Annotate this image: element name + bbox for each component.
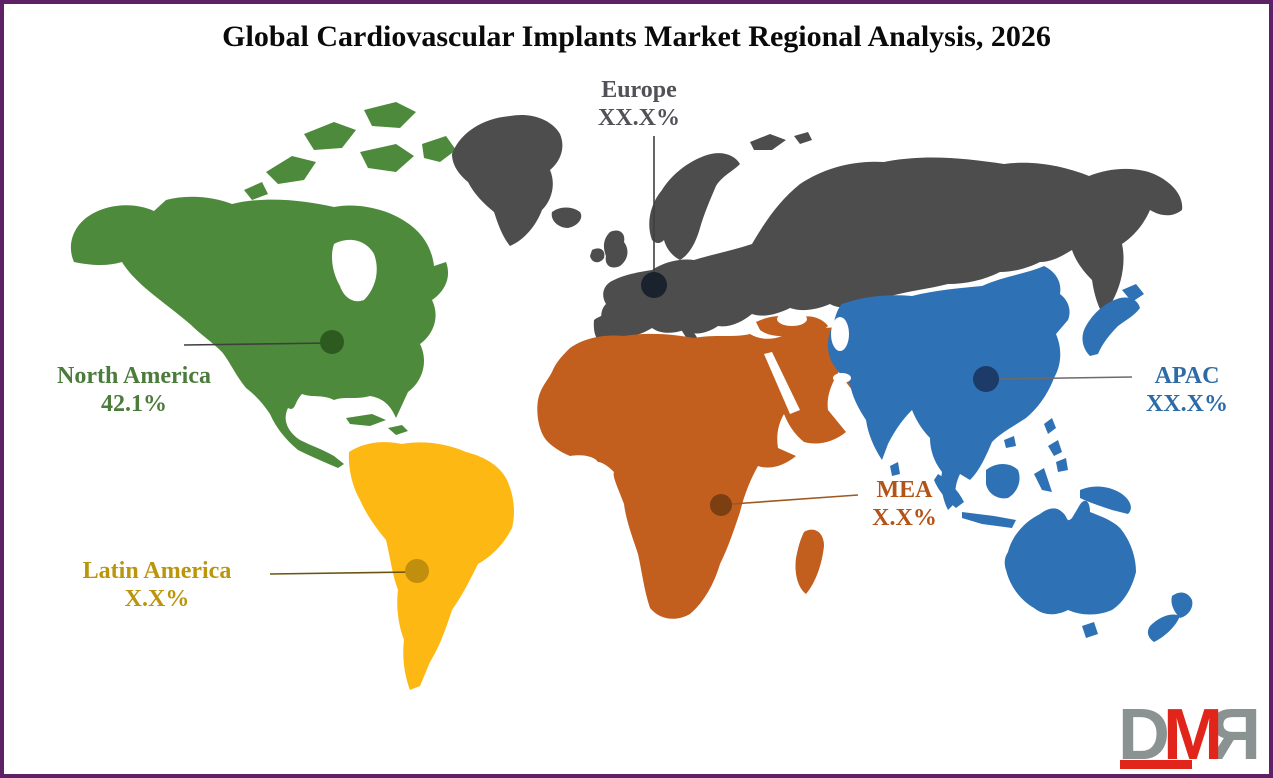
label-north-america-name: North America xyxy=(57,363,211,389)
label-apac: APAC XX.X% xyxy=(1112,362,1262,418)
dmr-logo-letter-d: D xyxy=(1118,695,1170,775)
leader-lines xyxy=(183,136,1133,575)
label-mea-value: X.X% xyxy=(872,505,937,531)
label-mea-name: MEA xyxy=(876,477,933,503)
dmr-logo-letter-m: M xyxy=(1163,695,1223,775)
label-europe-name: Europe xyxy=(601,77,677,103)
region-mea xyxy=(537,315,872,619)
world-map xyxy=(70,102,1193,690)
dmr-logo: DMR xyxy=(1118,695,1261,775)
region-apac xyxy=(827,266,1193,642)
hudson-bay xyxy=(332,239,377,302)
label-north-america: North America 42.1% xyxy=(19,362,249,418)
marker-dots xyxy=(320,272,999,583)
page-title: Global Cardiovascular Implants Market Re… xyxy=(222,20,1051,53)
dot-europe xyxy=(641,272,667,298)
region-latin-america xyxy=(348,442,514,690)
inland-seas xyxy=(764,312,851,414)
dot-latin-america xyxy=(405,559,429,583)
label-north-america-value: 42.1% xyxy=(101,391,167,417)
label-europe-value: XX.X% xyxy=(598,105,680,131)
label-latin-america-value: X.X% xyxy=(124,586,190,612)
dmr-logo-letter-r: R xyxy=(1216,695,1261,775)
label-apac-name: APAC xyxy=(1154,363,1220,389)
dot-north-america xyxy=(320,330,344,354)
label-latin-america-name: Latin America xyxy=(82,558,232,584)
label-latin-america: Latin America X.X% xyxy=(42,557,272,613)
dot-apac xyxy=(973,366,999,392)
dot-mea xyxy=(710,494,732,516)
dmr-logo-red-bar xyxy=(1120,760,1193,769)
label-mea: MEA X.X% xyxy=(832,476,977,532)
label-apac-value: XX.X% xyxy=(1146,391,1228,417)
label-europe: Europe XX.X% xyxy=(559,76,719,132)
